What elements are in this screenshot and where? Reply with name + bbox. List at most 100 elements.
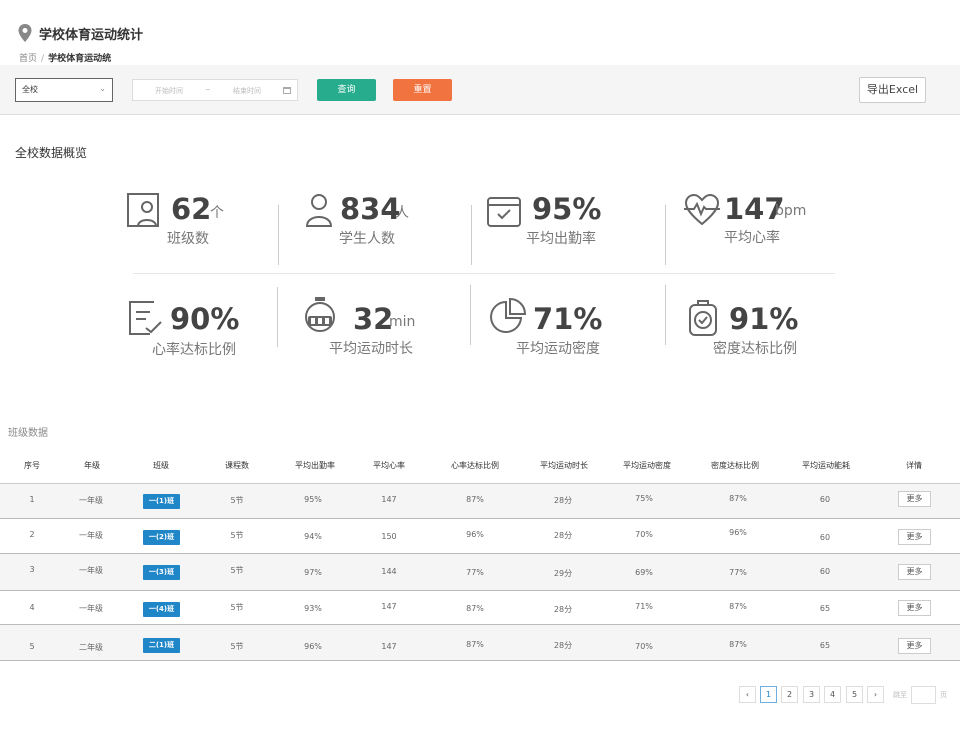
cell-density-ratio: 96% [729,528,747,537]
cell-density-ratio: 87% [729,602,747,611]
column-header: 心率达标比例 [451,461,499,470]
cell-attendance: 94% [304,532,322,541]
cell-density-ratio: 77% [729,568,747,577]
stat-label: 平均运动时长 [329,341,413,357]
page-button[interactable]: 2 [781,686,798,703]
cell-energy: 60 [819,533,831,542]
stat-class-count: 62 个 班级数 [126,190,266,250]
cell-grade: 一年级 [79,496,103,505]
scope-select[interactable]: 全校 ⌄ [15,78,113,102]
prev-page-button[interactable]: ‹ [739,686,756,703]
breadcrumb-separator: / [41,54,45,64]
cell-grade: 一年级 [79,531,103,540]
more-button[interactable]: 更多 [898,529,931,545]
stat-label: 密度达标比例 [713,341,797,357]
column-header: 平均运动密度 [623,461,671,470]
heart-rate-icon [684,193,720,226]
cell-attendance: 95% [304,495,322,504]
more-button[interactable]: 更多 [898,638,931,654]
chevron-down-icon: ⌄ [99,84,106,93]
cell-lessons: 5节 [230,531,244,540]
divider [471,205,472,265]
cell-energy: 65 [819,604,831,613]
cell-index: 1 [29,495,35,504]
column-header: 密度达标比例 [711,461,759,470]
cell-attendance: 97% [304,568,322,577]
cell-hr-ratio: 96% [466,530,484,539]
cell-index: 4 [29,603,35,612]
page-title: 学校体育运动统计 [39,28,144,43]
date-range-separator: ~ [205,86,211,94]
cell-index: 3 [29,565,35,574]
watch-check-icon [689,300,717,336]
stat-value: 71% [533,302,603,336]
class-tag[interactable]: 二(1)班 [143,638,180,653]
cell-lessons: 5节 [230,642,244,651]
column-header: 详情 [906,461,922,470]
stat-label: 平均出勤率 [526,231,596,247]
stat-heart-rate: 147 bpm 平均心率 [684,190,844,250]
cell-density: 70% [635,530,653,539]
stat-student-count: 834 人 学生人数 [304,190,454,250]
column-header: 序号 [24,461,40,470]
column-header: 平均心率 [373,461,405,470]
stat-label: 平均心率 [724,230,780,246]
stat-density-ratio: 91% 密度达标比例 [688,300,848,360]
date-range-picker[interactable]: 开始时间 ~ 结束时间 [132,79,298,101]
horizontal-divider [133,273,835,274]
date-start-input[interactable]: 开始时间 [155,87,183,95]
stat-density: 71% 平均运动密度 [490,298,650,358]
page-button[interactable]: 3 [803,686,820,703]
cell-lessons: 5节 [230,603,244,612]
page-button-current[interactable]: 1 [760,686,777,703]
jump-page-input[interactable] [911,686,936,704]
divider [665,205,666,265]
stat-value: 62 [171,192,212,226]
stat-hr-ratio: 90% 心率达标比例 [128,300,268,360]
divider [278,205,279,265]
cell-duration: 28分 [553,531,573,540]
cell-duration: 28分 [553,641,573,650]
page-button[interactable]: 5 [846,686,863,703]
class-tag[interactable]: 一(3)班 [143,565,180,580]
table-row: 4 一年级 一(4)班 5节 93% 147 87% 28分 71% 87% 6… [0,591,960,625]
cell-heart-rate: 150 [381,532,397,541]
class-tag[interactable]: 一(2)班 [143,530,180,545]
more-button[interactable]: 更多 [898,600,931,616]
export-excel-button[interactable]: 导出Excel [859,77,926,103]
page-button[interactable]: 4 [824,686,841,703]
class-tag[interactable]: 一(4)班 [143,602,180,617]
next-page-button[interactable]: › [867,686,884,703]
date-end-input[interactable]: 结束时间 [233,87,261,95]
divider [277,287,278,347]
query-button[interactable]: 查询 [317,79,376,101]
cell-index: 2 [29,530,35,539]
table-row: 1 一年级 一(1)班 5节 95% 147 87% 28分 75% 87% 6… [0,484,960,519]
cell-index: 5 [29,642,35,651]
stat-unit: 人 [395,205,409,221]
filter-toolbar: 全校 ⌄ 开始时间 ~ 结束时间 查询 重置 导出Excel [0,65,960,115]
more-button[interactable]: 更多 [898,564,931,580]
cell-heart-rate: 147 [381,602,397,611]
cell-grade: 一年级 [79,566,103,575]
stat-label: 学生人数 [339,231,395,247]
reset-button[interactable]: 重置 [393,79,452,101]
breadcrumb-home[interactable]: 首页 [19,54,38,64]
divider [665,285,666,345]
class-tag[interactable]: 一(1)班 [143,494,180,509]
class-board-icon [127,193,159,227]
stat-value: 91% [729,302,799,336]
cell-hr-ratio: 87% [466,495,484,504]
cell-energy: 65 [819,641,831,650]
stopwatch-icon [305,297,335,332]
cell-density-ratio: 87% [729,640,747,649]
cell-density: 70% [635,642,653,651]
checklist-icon [129,301,162,335]
stat-value: 95% [532,192,602,226]
cell-hr-ratio: 77% [466,568,484,577]
more-button[interactable]: 更多 [898,491,931,507]
cell-energy: 60 [819,567,831,576]
stat-value: 147 [724,192,785,226]
calendar-icon [283,87,291,94]
page-header: 学校体育运动统计 首页 / 学校体育运动统 [0,0,960,65]
